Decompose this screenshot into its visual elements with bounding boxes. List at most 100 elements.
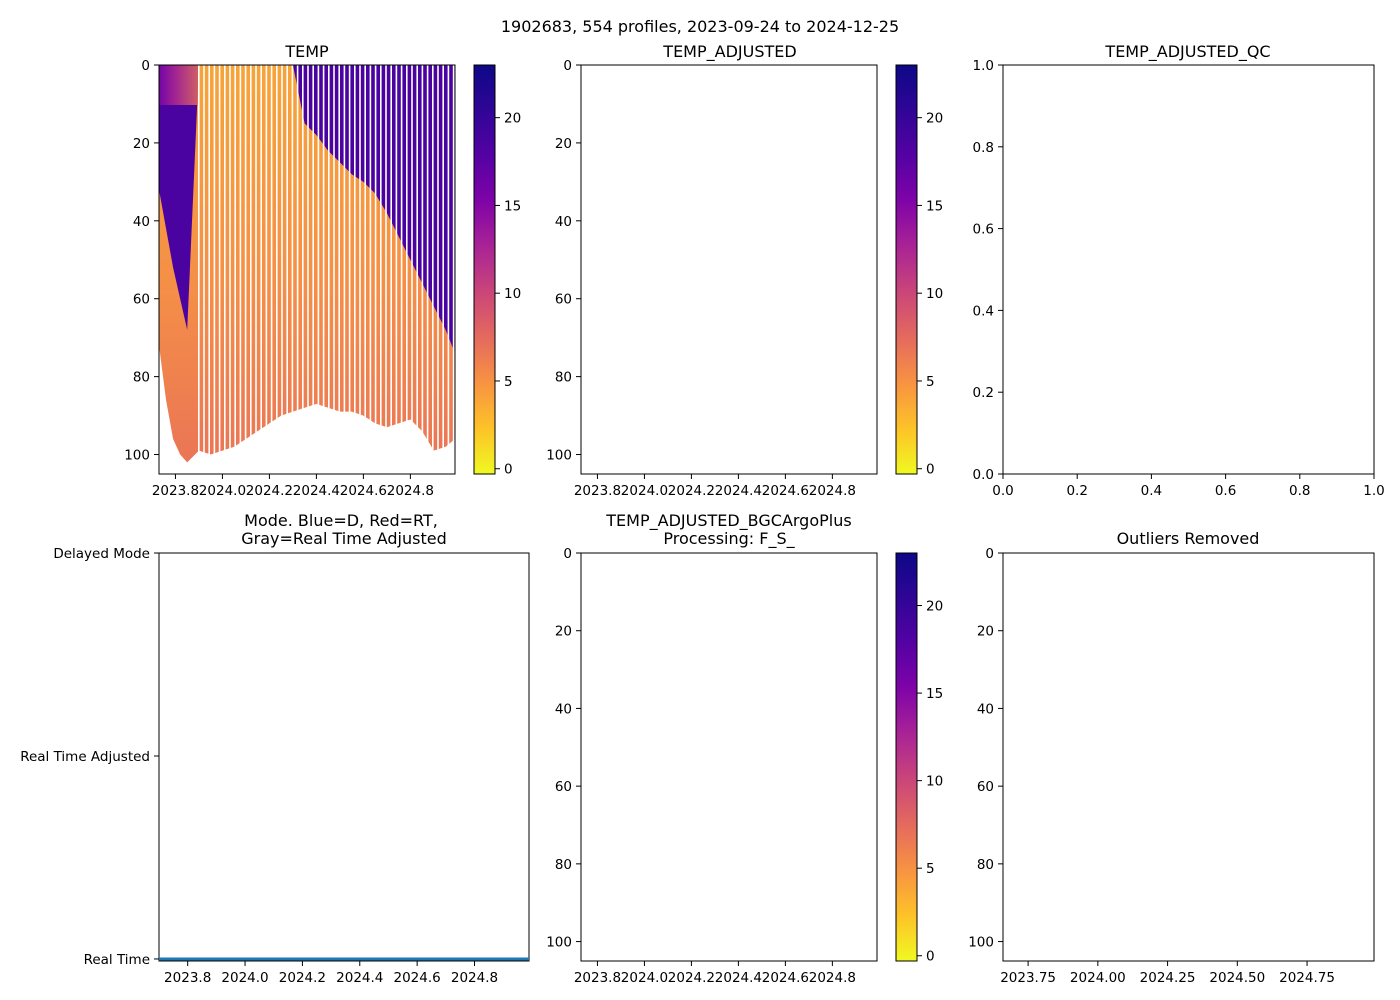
profile-gap — [198, 65, 200, 474]
panel-outliers-removed: Outliers Removed 2023.75 2024.00 2024.25 20… — [968, 529, 1375, 986]
y-tick-label: 0 — [563, 546, 572, 562]
profile-gap — [354, 65, 356, 474]
colorbar-tick-label: 20 — [926, 599, 943, 615]
profile-gap — [374, 65, 377, 474]
temp-y-axis: 0 20 40 60 80 100 — [124, 58, 159, 464]
y-tick-label: 80 — [977, 857, 994, 873]
x-tick-label: 2023.8 — [164, 970, 211, 986]
profile-gap — [250, 65, 252, 474]
y-tick-label: 20 — [977, 624, 994, 640]
panel-outliers-title: Outliers Removed — [1117, 529, 1260, 548]
panel-mode-axes — [158, 552, 530, 962]
colorbar-tick-label: 0 — [926, 462, 935, 478]
x-tick-label: 2024.0 — [621, 483, 668, 499]
profile-gap — [447, 65, 450, 474]
profile-gap — [390, 65, 392, 474]
y-tick-label: 100 — [546, 935, 572, 951]
profile-gap — [260, 65, 262, 474]
mode-x-axis: 2023.8 2024.0 2024.2 2024.4 2024.6 2024.8 — [164, 961, 498, 986]
y-tick-label: 1.0 — [973, 58, 994, 74]
colorbar-tick-label: 10 — [926, 774, 943, 790]
colorbar-tick-label: 15 — [926, 198, 943, 214]
colorbar-tick-label: 5 — [926, 374, 935, 390]
colorbar-tick-label: 10 — [504, 286, 521, 302]
profile-gap — [400, 65, 403, 474]
mode-y-axis: Delayed Mode Real Time Adjusted Real Time — [20, 546, 159, 968]
y-tick-label: 100 — [546, 448, 572, 464]
panel-temp-adjusted-title: TEMP_ADJUSTED — [662, 42, 796, 62]
x-tick-label: 2024.6 — [394, 970, 441, 986]
x-tick-label: 2023.8 — [574, 970, 621, 986]
profile-gap — [406, 65, 408, 474]
x-tick-label: 2024.4 — [336, 970, 383, 986]
x-tick-label: 2023.8 — [152, 483, 199, 499]
profile-gap — [333, 65, 335, 474]
profile-gap — [255, 65, 257, 474]
x-tick-label: 2024.75 — [1279, 970, 1335, 986]
x-tick-label: 0.2 — [1066, 483, 1087, 499]
x-tick-label: 2024.4 — [293, 483, 340, 499]
temp-colorbar — [473, 64, 496, 475]
y-tick-label: 80 — [133, 370, 150, 386]
y-tick-label: 80 — [555, 370, 572, 386]
x-tick-label: 0.0 — [992, 483, 1013, 499]
x-tick-label: 1.0 — [1363, 483, 1384, 499]
y-tick-label: 60 — [133, 292, 150, 308]
bgc-colorbar — [895, 552, 918, 962]
profile-gap — [291, 65, 294, 474]
colorbar-tick-label: 5 — [926, 861, 935, 877]
profile-gap — [302, 65, 304, 474]
temp-early-gradient — [159, 65, 199, 105]
profile-gap — [426, 65, 429, 474]
y-tick-label: 0.6 — [973, 222, 994, 238]
panel-mode: Mode. Blue=D, Red=RT, Gray=Real Time Adj… — [20, 511, 530, 986]
colorbar-tick-label: 0 — [504, 462, 513, 478]
x-tick-label: 2024.0 — [199, 483, 246, 499]
profile-gap — [338, 65, 340, 474]
x-tick-label: 2024.2 — [668, 970, 715, 986]
x-tick-label: 0.4 — [1141, 483, 1162, 499]
temp-colorbar-ticks: 0 5 10 15 20 — [495, 111, 521, 478]
panel-temp-adjusted-qc-axes — [1002, 64, 1375, 475]
profile-gap — [369, 65, 372, 474]
x-tick-label: 2024.8 — [451, 970, 498, 986]
y-tick-label: 0.4 — [973, 303, 994, 319]
panel-temp-adjusted-qc-title: TEMP_ADJUSTED_QC — [1104, 42, 1270, 62]
panel-bgc-argo-plus: TEMP_ADJUSTED_BGCArgoPlus Processing: F_… — [546, 511, 943, 986]
profile-gap — [348, 65, 351, 474]
colorbar-tick-label: 0 — [926, 949, 935, 965]
profile-gap — [296, 65, 299, 474]
temp-adjusted-y-axis: 0 20 40 60 80 100 — [546, 58, 581, 464]
y-tick-label: 80 — [555, 857, 572, 873]
profile-gap — [317, 65, 320, 474]
temp-adjusted-qc-y-axis: 0.0 0.2 0.4 0.6 0.8 1.0 — [973, 58, 1003, 483]
profile-gap — [270, 65, 273, 474]
x-tick-label: 2024.2 — [279, 970, 326, 986]
profile-gap — [234, 65, 236, 474]
profile-gap — [208, 65, 210, 474]
profile-gap — [244, 65, 247, 474]
profile-gap — [322, 65, 325, 474]
colorbar-tick-label: 10 — [926, 286, 943, 302]
x-tick-label: 2024.00 — [1070, 970, 1126, 986]
colorbar-tick-label: 15 — [926, 686, 943, 702]
colorbar-tick-label: 20 — [504, 111, 521, 127]
profile-gap — [276, 65, 278, 474]
profile-gap — [416, 65, 418, 474]
panel-temp-axes — [158, 64, 456, 475]
temp-adjusted-colorbar-ticks: 0 5 10 15 20 — [917, 111, 943, 478]
x-tick-label: 2024.6 — [762, 483, 809, 499]
y-tick-label: 40 — [133, 214, 150, 230]
x-tick-label: 2024.50 — [1209, 970, 1265, 986]
x-tick-label: 2024.2 — [246, 483, 293, 499]
temp-x-axis: 2023.8 2024.0 2024.2 2024.4 2024.6 2024.8 — [152, 474, 434, 499]
profile-gap — [218, 65, 221, 474]
panel-bgc-title-line2: Processing: F_S_ — [663, 529, 795, 549]
profile-gap — [229, 65, 231, 474]
panel-temp-adjusted-qc: TEMP_ADJUSTED_QC 0.0 0.2 0.4 0.6 0.8 1.0 0.00… — [973, 42, 1385, 499]
temp-adjusted-qc-x-axis: 0.0 0.2 0.4 0.6 0.8 1.0 — [992, 474, 1385, 499]
x-tick-label: 2024.4 — [715, 970, 762, 986]
y-tick-label: 0.8 — [973, 140, 994, 156]
profile-gap — [239, 65, 242, 474]
panel-bgc-axes — [580, 552, 878, 962]
